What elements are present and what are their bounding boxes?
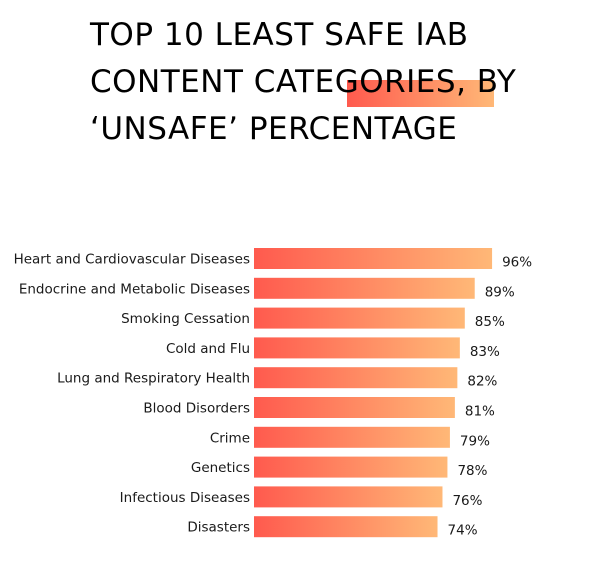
value-label-10: 74%: [448, 523, 478, 539]
bar-4: [254, 337, 460, 359]
category-label-2: Endocrine and Metabolic Diseases: [19, 281, 250, 297]
value-label-5: 82%: [467, 374, 497, 390]
category-label-8: Genetics: [191, 460, 250, 476]
bar-1: [254, 248, 493, 269]
category-label-3: Smoking Cessation: [121, 311, 250, 327]
bar-6: [254, 397, 455, 418]
value-label-3: 85%: [475, 314, 505, 330]
category-label-7: Crime: [210, 430, 250, 446]
bar-9: [254, 486, 443, 508]
category-label-9: Infectious Diseases: [120, 490, 250, 506]
value-label-9: 76%: [452, 493, 482, 509]
title-highlight-bar: [347, 80, 494, 107]
value-label-6: 81%: [465, 404, 495, 420]
category-label-1: Heart and Cardiovascular Diseases: [14, 252, 250, 268]
value-label-7: 79%: [460, 433, 490, 449]
category-label-4: Cold and Flu: [166, 341, 250, 357]
category-label-10: Disasters: [187, 520, 250, 536]
bar-5: [254, 367, 458, 389]
bar-2: [254, 277, 475, 299]
value-label-2: 89%: [485, 284, 515, 300]
bars-group: Heart and Cardiovascular Diseases 96% Endo…: [14, 248, 532, 539]
bar-3: [254, 307, 465, 329]
bar-7: [254, 426, 450, 448]
value-label-1: 96%: [502, 255, 532, 271]
category-label-6: Blood Disorders: [143, 401, 250, 417]
value-label-8: 78%: [457, 463, 487, 479]
bar-10: [254, 516, 438, 538]
value-label-4: 83%: [470, 344, 500, 360]
chart-title: TOP 10 LEAST SAFE IAB CONTENT CATEGORIES…: [90, 17, 517, 147]
category-label-5: Lung and Respiratory Health: [57, 371, 250, 387]
bar-8: [254, 456, 448, 478]
